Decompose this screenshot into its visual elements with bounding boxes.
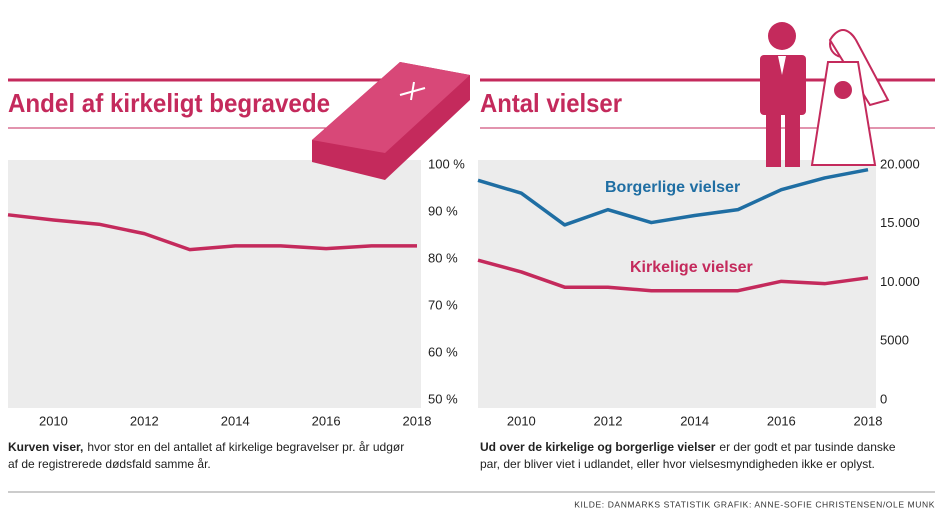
- series-label: Kirkelige vielser: [630, 259, 753, 276]
- chart-title: Andel af kirkeligt begravede: [8, 88, 330, 118]
- x-tick-label: 2012: [594, 413, 623, 428]
- y-tick-label: 10.000: [880, 274, 920, 289]
- caption-bold: Ud over de kirkelige og borgerlige viels…: [480, 440, 716, 454]
- chart-title: Antal vielser: [480, 88, 622, 118]
- x-tick-label: 2014: [680, 413, 709, 428]
- caption-bold: Kurven viser,: [8, 440, 83, 454]
- y-tick-label: 50 %: [428, 391, 458, 406]
- y-tick-label: 15.000: [880, 215, 920, 230]
- caption: af de registrerede dødsfald samme år.: [8, 457, 211, 471]
- y-tick-label: 0: [880, 391, 887, 406]
- y-tick-label: 5000: [880, 333, 909, 348]
- series-label: Borgerlige vielser: [605, 179, 740, 196]
- couple-icon: [760, 22, 890, 167]
- x-tick-label: 2018: [854, 413, 883, 428]
- x-tick-label: 2016: [767, 413, 796, 428]
- x-tick-label: 2016: [312, 413, 341, 428]
- caption: Ud over de kirkelige og borgerlige viels…: [480, 440, 896, 454]
- x-tick-label: 2014: [221, 413, 250, 428]
- y-tick-label: 90 %: [428, 203, 458, 218]
- y-tick-label: 70 %: [428, 297, 458, 312]
- data-line: [7, 213, 417, 252]
- x-tick-label: 2018: [403, 413, 432, 428]
- x-tick-label: 2010: [39, 413, 68, 428]
- y-tick-label: 80 %: [428, 250, 458, 265]
- x-tick-label: 2010: [507, 413, 536, 428]
- plot-background: [8, 160, 421, 408]
- caption-text: hvor stor en del antallet af kirkelige b…: [87, 440, 404, 454]
- coffin-icon: [312, 62, 470, 180]
- caption: par, der bliver viet i udlandet, eller h…: [480, 457, 875, 471]
- y-tick-label: 100 %: [428, 156, 465, 171]
- x-tick-label: 2012: [130, 413, 159, 428]
- source: KILDE: DANMARKS STATISTIK GRAFIK: ANNE-S…: [574, 499, 935, 509]
- y-tick-label: 60 %: [428, 344, 458, 359]
- caption-text: er der godt et par tusinde danske: [719, 440, 895, 454]
- caption: Kurven viser, hvor stor en del antallet a…: [8, 440, 404, 454]
- data-line: [477, 258, 869, 293]
- y-tick-label: 20.000: [880, 156, 920, 171]
- data-line: [477, 167, 869, 227]
